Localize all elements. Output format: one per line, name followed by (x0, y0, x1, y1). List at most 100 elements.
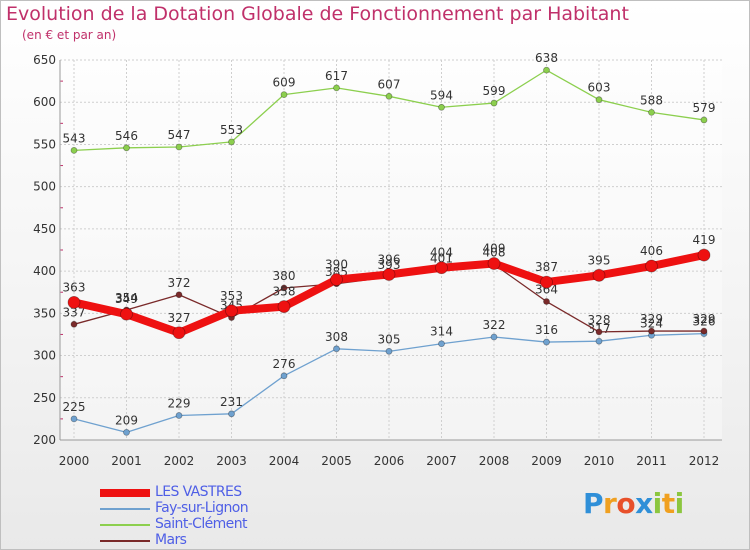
x-tick-label: 2004 (269, 454, 300, 468)
data-label-mars: 408 (483, 245, 506, 259)
y-tick-label: 450 (33, 222, 56, 236)
x-tick-label: 2009 (531, 454, 562, 468)
y-tick-label: 600 (33, 95, 56, 109)
y-tick-label: 300 (33, 349, 56, 363)
data-point-fay-sur-lignon (595, 337, 603, 345)
data-label-fay-sur-lignon: 225 (63, 400, 86, 414)
data-label-les-vastres: 363 (63, 280, 86, 294)
data-label-mars: 372 (168, 276, 191, 290)
data-label-mars: 329 (640, 312, 663, 326)
data-label-saint-clement: 546 (115, 129, 138, 143)
data-point-les-vastres (67, 295, 81, 309)
data-point-saint-clement (280, 91, 288, 99)
y-tick-label: 250 (33, 391, 56, 405)
data-label-mars: 354 (115, 291, 138, 305)
data-label-saint-clement: 603 (588, 81, 611, 95)
data-label-fay-sur-lignon: 229 (168, 397, 191, 411)
data-point-saint-clement (648, 108, 655, 116)
data-point-fay-sur-lignon (543, 338, 550, 346)
data-point-saint-clement (333, 84, 340, 92)
data-label-fay-sur-lignon: 308 (325, 330, 348, 344)
data-label-saint-clement: 617 (325, 69, 348, 83)
data-label-mars: 329 (693, 312, 716, 326)
chart-subtitle: (en € et par an) (22, 28, 117, 42)
data-label-les-vastres: 390 (325, 258, 348, 272)
data-point-saint-clement (228, 138, 235, 146)
data-point-les-vastres (330, 273, 343, 286)
data-label-les-vastres: 387 (535, 260, 558, 274)
data-point-fay-sur-lignon (70, 415, 78, 423)
x-tick-label: 2006 (374, 454, 405, 468)
legend-swatch (100, 524, 150, 526)
logo-letter: i (674, 487, 685, 520)
data-label-saint-clement: 579 (693, 101, 716, 115)
data-point-les-vastres (120, 307, 133, 321)
data-label-les-vastres: 404 (430, 246, 453, 260)
data-label-fay-sur-lignon: 326 (693, 315, 716, 329)
data-label-fay-sur-lignon: 314 (430, 325, 453, 339)
x-tick-label: 2010 (584, 454, 615, 468)
data-label-mars: 380 (273, 269, 296, 283)
data-label-les-vastres: 395 (588, 253, 611, 267)
x-tick-label: 2001 (111, 454, 142, 468)
data-point-mars (175, 291, 183, 299)
data-point-saint-clement (438, 103, 445, 111)
y-tick-label: 650 (33, 53, 56, 67)
logo-letter: o (616, 487, 636, 520)
data-label-fay-sur-lignon: 209 (115, 413, 138, 427)
x-tick-label: 2000 (59, 454, 90, 468)
data-point-les-vastres (645, 259, 658, 273)
data-point-mars (595, 328, 603, 336)
data-label-les-vastres: 353 (220, 289, 243, 303)
data-label-les-vastres: 327 (168, 311, 191, 325)
data-label-mars: 393 (378, 258, 401, 272)
data-point-saint-clement (700, 116, 708, 124)
y-tick-label: 350 (33, 306, 56, 320)
data-point-fay-sur-lignon (123, 428, 130, 436)
data-point-saint-clement (385, 92, 393, 100)
data-point-saint-clement (543, 66, 550, 74)
logo-letter: t (661, 487, 675, 520)
legend-swatch (100, 508, 150, 510)
data-point-mars (70, 320, 78, 328)
x-tick-label: 2002 (164, 454, 195, 468)
data-point-fay-sur-lignon (175, 412, 183, 419)
x-tick-label: 2003 (216, 454, 247, 468)
y-tick-label: 200 (33, 433, 56, 447)
data-point-fay-sur-lignon (438, 340, 445, 348)
data-label-mars: 337 (63, 305, 86, 319)
data-point-fay-sur-lignon (280, 372, 288, 380)
data-point-saint-clement (595, 96, 603, 104)
data-point-les-vastres (172, 326, 186, 340)
x-tick-label: 2005 (321, 454, 352, 468)
data-point-les-vastres (225, 304, 238, 318)
legend-label: LES VASTRES (155, 484, 242, 500)
data-point-saint-clement (70, 146, 78, 154)
data-label-mars: 328 (588, 313, 611, 327)
y-tick-label: 550 (33, 137, 56, 151)
data-label-fay-sur-lignon: 231 (220, 395, 243, 409)
logo-letter: i (652, 487, 663, 520)
data-label-saint-clement: 609 (273, 76, 296, 90)
data-point-les-vastres (540, 275, 553, 289)
data-label-les-vastres: 406 (640, 244, 663, 258)
data-point-les-vastres (487, 257, 501, 270)
proxiti-logo: Proxiti (583, 487, 684, 520)
data-point-fay-sur-lignon (333, 345, 340, 353)
data-point-fay-sur-lignon (385, 347, 393, 355)
data-label-saint-clement: 599 (483, 84, 506, 98)
data-label-saint-clement: 638 (535, 51, 558, 65)
data-point-les-vastres (592, 268, 606, 282)
data-point-saint-clement (175, 143, 183, 151)
legend-swatch (100, 540, 150, 542)
data-label-mars: 364 (535, 283, 558, 297)
data-label-saint-clement: 547 (168, 128, 191, 142)
logo-letter: r (603, 487, 617, 520)
x-tick-label: 2007 (426, 454, 457, 468)
data-label-mars: 401 (430, 251, 453, 265)
data-point-les-vastres (277, 300, 291, 313)
data-label-fay-sur-lignon: 322 (483, 318, 506, 332)
x-tick-label: 2008 (479, 454, 510, 468)
data-point-fay-sur-lignon (490, 333, 498, 341)
